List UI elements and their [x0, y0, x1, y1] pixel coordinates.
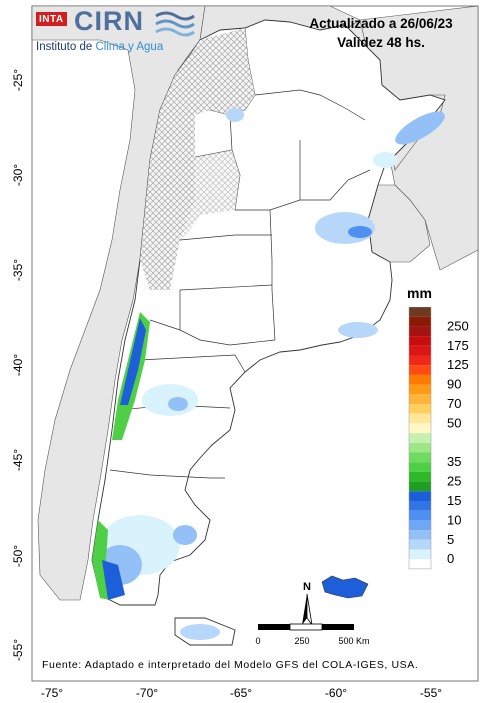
legend-swatch	[409, 530, 431, 540]
legend-swatch	[409, 384, 431, 395]
lat-label: -30°	[11, 164, 25, 186]
update-date: Actualizado a 26/06/23	[309, 16, 453, 31]
legend-swatch	[409, 355, 431, 366]
legend-label: 0	[447, 551, 454, 566]
legend-swatch	[409, 394, 431, 404]
legend-swatch	[409, 549, 431, 560]
precip-patch-entrerios-core	[348, 226, 372, 238]
legend-swatch	[409, 471, 431, 482]
legend-label: 70	[447, 396, 461, 411]
precip-band-andes-north-core	[120, 318, 146, 405]
legend-label: 125	[447, 357, 469, 372]
lat-label: -45°	[11, 449, 25, 471]
legend-label: 250	[447, 318, 469, 333]
wave-icon	[155, 11, 195, 37]
lat-label: -50°	[11, 545, 25, 567]
source-note: Fuente: Adaptado e interpretado del Mode…	[42, 659, 419, 671]
legend-swatch	[409, 326, 431, 337]
legend-swatch	[409, 462, 431, 472]
legend-label: 35	[447, 454, 461, 469]
legend-swatch	[409, 433, 431, 443]
legend-label: 5	[447, 532, 454, 547]
lon-label: -70°	[136, 686, 158, 700]
lon-label: -60°	[325, 686, 347, 700]
lon-label: -65°	[230, 686, 252, 700]
precip-patch-tdf	[180, 624, 220, 640]
precip-patch-bsas-coast	[338, 322, 378, 338]
logo-subtitle: Instituto de Clima y Agua	[36, 41, 163, 53]
precip-patch-corrientes	[373, 152, 397, 168]
inta-badge: INTA	[36, 12, 67, 26]
cirn-wordmark: CIRN	[74, 6, 144, 36]
legend-frame	[408, 307, 432, 570]
legend-label: 175	[447, 338, 469, 353]
lat-label: -40°	[11, 354, 25, 376]
scale-label: 0	[255, 636, 260, 646]
hatch-zone-northwest	[140, 28, 255, 290]
legend-swatch	[409, 491, 431, 501]
map-header: Actualizado a 26/06/23 Validez 48 hs.	[291, 14, 471, 52]
legend-swatch	[409, 452, 431, 463]
scale-label: 250	[294, 636, 309, 646]
legend-label: 10	[447, 512, 461, 527]
logo-subtitle-prefix: Instituto de	[36, 41, 96, 53]
validity: Validez 48 hs.	[337, 35, 425, 50]
precip-patch-santacruz-east	[173, 525, 197, 545]
legend-swatch	[409, 510, 431, 521]
legend-swatch	[409, 413, 431, 424]
legend-swatch	[409, 336, 431, 346]
legend-label: 25	[447, 474, 461, 489]
scale-bar: 0 250 500 Km	[255, 623, 370, 646]
north-label: N	[303, 581, 311, 593]
legend-swatch	[409, 501, 431, 511]
lon-label: -55°	[420, 686, 442, 700]
precip-patch-tucuman	[226, 108, 244, 122]
lat-label: -55°	[11, 639, 25, 661]
legend-swatch	[409, 442, 431, 453]
legend-swatch	[409, 423, 431, 434]
precip-band-andes-south-core	[102, 560, 125, 600]
logo-subtitle-emph: Clima y Agua	[95, 41, 164, 53]
legend-swatch	[409, 404, 431, 414]
precip-patch-misiones	[395, 111, 445, 145]
cirn-logo: INTA CIRN Instituto de Clima y Agua	[36, 6, 206, 65]
precip-patches	[92, 108, 445, 640]
lat-axis: -25° -30° -35° -40° -45° -50° -55°	[11, 69, 25, 661]
malvinas-islands	[321, 575, 369, 599]
legend-swatch	[409, 481, 431, 492]
legend-swatch	[409, 365, 431, 375]
legend-swatch	[409, 307, 431, 317]
legend-swatch	[409, 520, 431, 531]
precip-patch-chubut-core	[168, 397, 188, 411]
legend-swatch	[409, 316, 431, 327]
lat-label: -35°	[11, 259, 25, 281]
legend-unit: mm	[407, 285, 432, 301]
legend-swatch	[409, 374, 431, 385]
hatch-zone-west	[180, 150, 240, 240]
legend-label: 50	[447, 415, 461, 430]
north-arrow-icon: N	[302, 581, 313, 626]
legend-label: 15	[447, 493, 461, 508]
scale-label: 500 Km	[338, 636, 369, 646]
legend-label: 90	[447, 377, 461, 392]
lon-axis: -75° -70° -65° -60° -55°	[41, 686, 442, 700]
lon-label: -75°	[41, 686, 63, 700]
legend-swatch	[409, 539, 431, 550]
legend-swatch	[409, 345, 431, 356]
legend-swatch	[409, 559, 431, 569]
lat-label: -25°	[11, 69, 25, 91]
